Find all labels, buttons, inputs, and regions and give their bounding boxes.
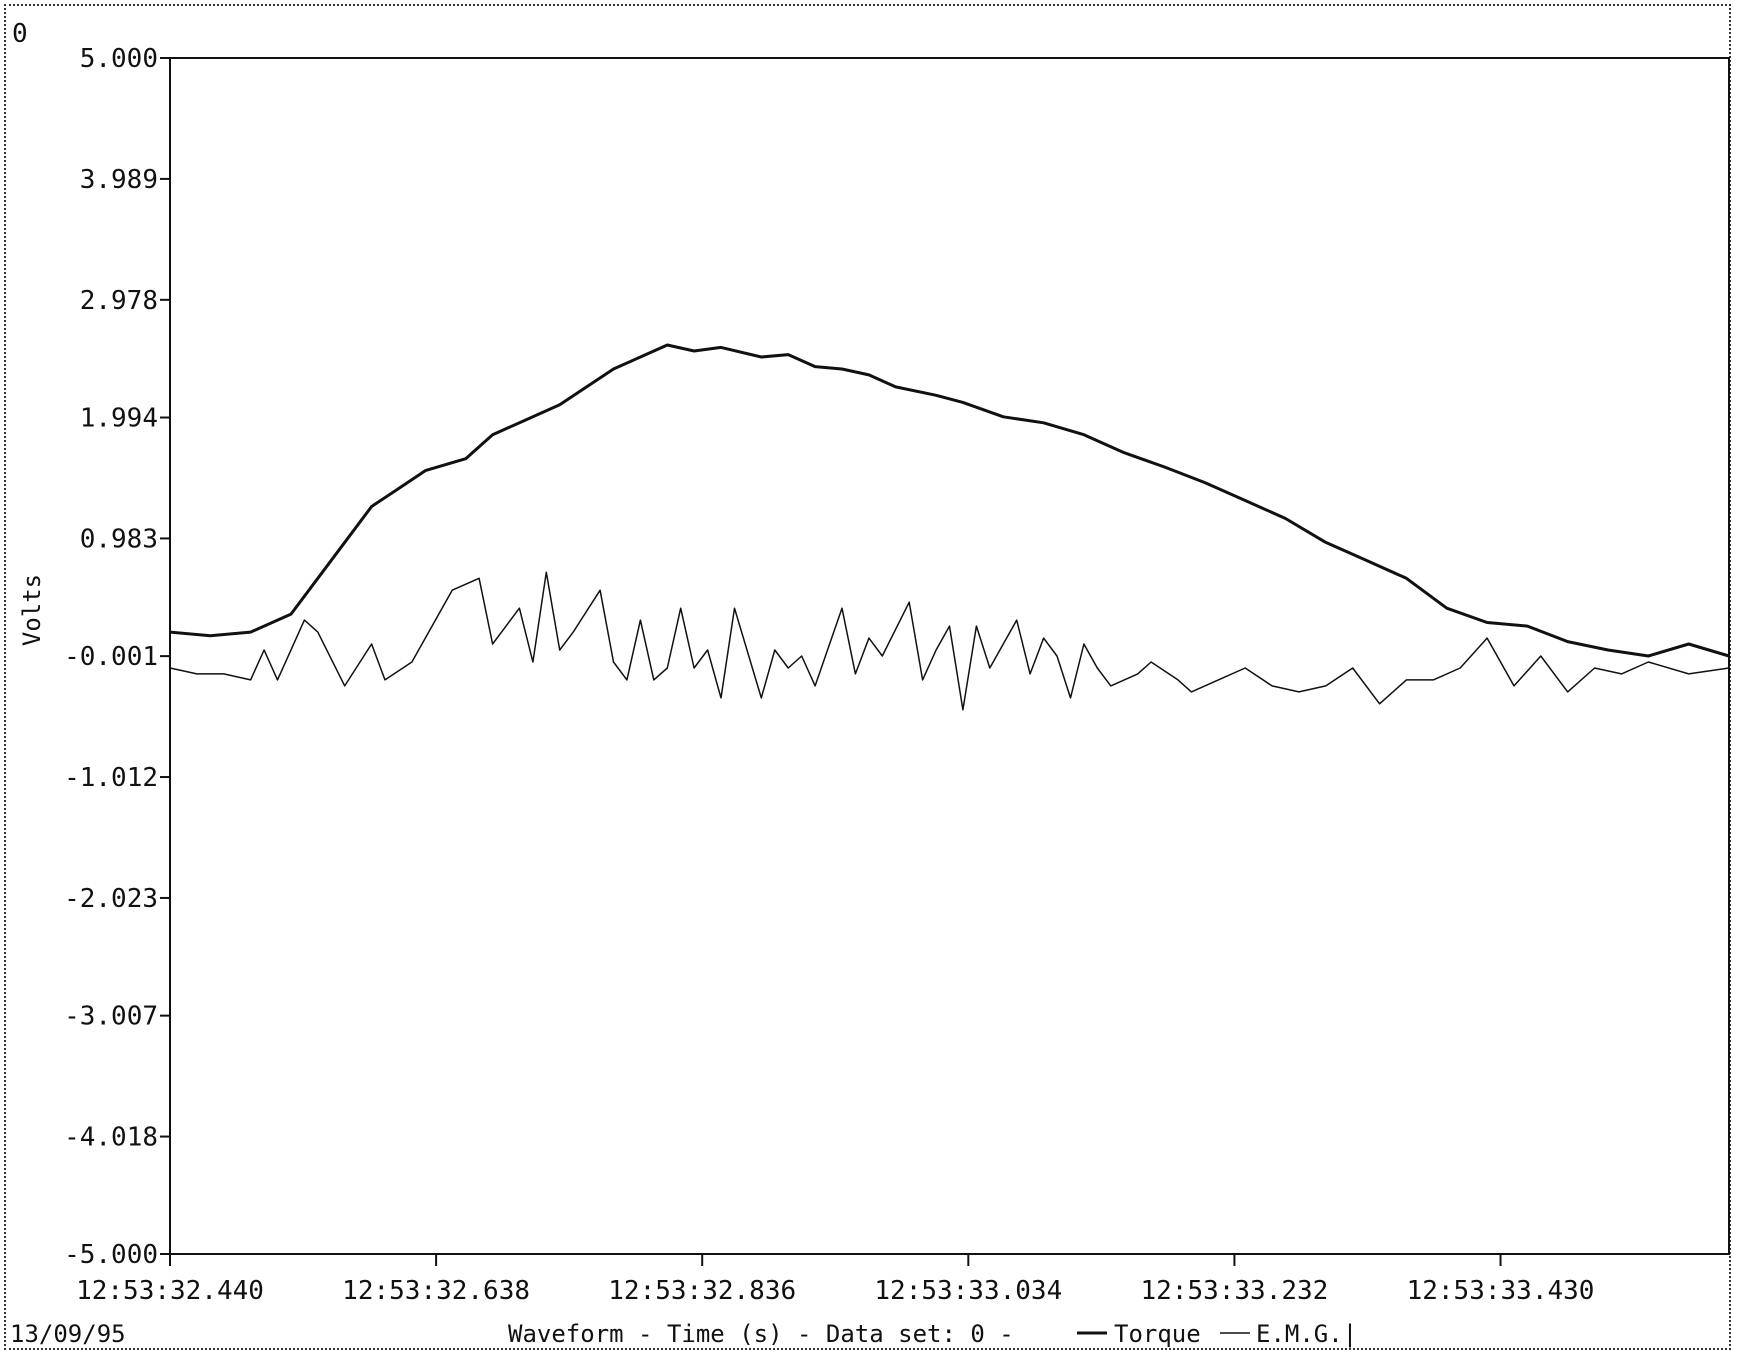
legend-label-emg: E.M.G.| <box>1256 1320 1357 1348</box>
plot-area <box>169 57 1730 1255</box>
x-tick-label: 12:53:32.836 <box>608 1276 796 1306</box>
y-axis-title: Volts <box>18 574 46 646</box>
y-tick-label: 5.000 <box>80 44 158 74</box>
x-tick-label: 12:53:33.034 <box>874 1276 1062 1306</box>
x-axis: 12:53:32.440 12:53:32.638 12:53:32.836 12:5… <box>76 1254 1594 1306</box>
y-tick-label: -3.007 <box>64 1002 158 1032</box>
x-tick-label: 12:53:33.430 <box>1407 1276 1595 1306</box>
y-tick-label: -1.012 <box>64 763 158 793</box>
date-stamp: 13/09/95 <box>10 1320 126 1348</box>
series-line-torque <box>169 343 1730 658</box>
y-tick-label: 3.989 <box>80 165 158 195</box>
y-tick-label: -4.018 <box>64 1123 158 1153</box>
y-tick-label: 1.994 <box>80 404 158 434</box>
legend-prefix: Waveform - Time (s) - Data set: 0 - <box>508 1320 1014 1348</box>
series-line-emg <box>169 571 1730 711</box>
y-tick-label: -2.023 <box>64 884 158 914</box>
y-tick-label: 2.978 <box>80 286 158 316</box>
x-tick-label: 12:53:32.638 <box>342 1276 530 1306</box>
y-tick-label: -5.000 <box>64 1240 158 1270</box>
legend: Waveform - Time (s) - Data set: 0 - Torq… <box>508 1320 1357 1348</box>
corner-label: 0 <box>12 19 28 49</box>
series-layer <box>169 343 1730 711</box>
legend-label-torque: Torque <box>1114 1320 1201 1348</box>
x-tick-label: 12:53:32.440 <box>76 1276 264 1306</box>
y-tick-label: 0.983 <box>80 524 158 554</box>
y-axis: 5.000 3.989 2.978 1.994 0.983 -0.001 -1.012 -2.… <box>64 44 170 1270</box>
x-tick-label: 12:53:33.232 <box>1140 1276 1328 1306</box>
y-tick-label: -0.001 <box>64 642 158 672</box>
